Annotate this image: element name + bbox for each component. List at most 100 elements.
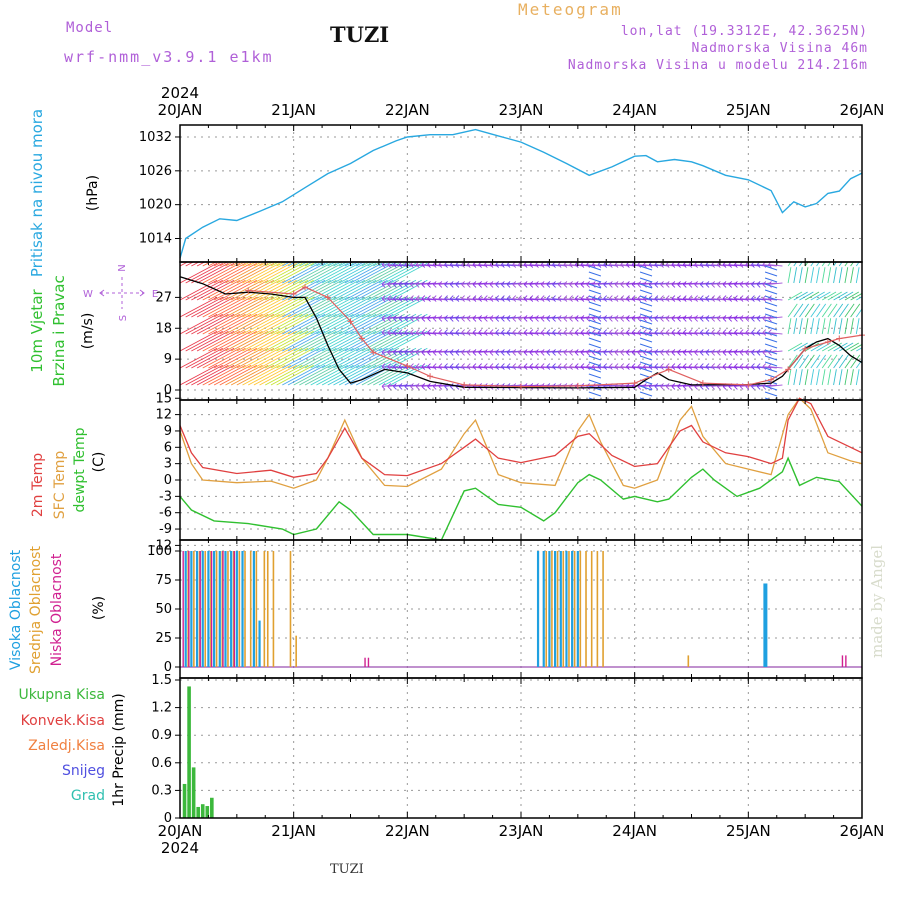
wind-tick-label: 18 xyxy=(155,321,172,336)
wind-barb-tick xyxy=(472,264,477,268)
wind-barb-tick xyxy=(671,329,676,333)
wind-barb xyxy=(799,369,803,386)
wind-barb-tick xyxy=(688,366,693,370)
pressure-tick-label: 1026 xyxy=(139,164,172,179)
wind-barb-tick xyxy=(501,352,505,356)
wind-barb-tick xyxy=(756,349,761,353)
wind-barb xyxy=(804,262,809,267)
wind-barb-tick xyxy=(529,281,534,285)
wind-barb-tick xyxy=(751,386,755,390)
wind-barb-tick xyxy=(535,318,539,322)
wind-barb xyxy=(355,330,394,352)
wind-calm-mark xyxy=(588,307,602,313)
wind-barb xyxy=(208,262,217,267)
wind-barb xyxy=(316,262,354,284)
wind-barb xyxy=(265,313,303,335)
wind-barb-tick xyxy=(506,295,511,299)
cloud-bar xyxy=(195,551,199,667)
wind-barb-tick xyxy=(432,318,437,322)
wind-barb xyxy=(180,262,189,267)
wind-barb xyxy=(821,262,826,267)
lonlat-label: lon,lat (19.3312E, 42.3625N) xyxy=(620,24,868,39)
wind-barb-tick xyxy=(722,284,727,288)
wind-barb-tick xyxy=(671,295,676,299)
wind-barb-tick xyxy=(535,298,539,302)
wind-barb xyxy=(861,367,862,368)
wind-barb-tick xyxy=(472,349,477,353)
wind-barb-tick xyxy=(410,284,414,288)
pressure-tick-label: 1014 xyxy=(139,232,172,247)
wind-barb-tick xyxy=(529,284,534,288)
wind-barb-tick xyxy=(631,281,636,285)
wind-barb xyxy=(344,313,383,335)
precipitation-tick-label: 0 xyxy=(164,811,172,826)
wind-barb-tick xyxy=(705,386,710,390)
wind-barb-tick xyxy=(461,264,465,268)
wind-barb xyxy=(816,303,827,318)
wind-barb xyxy=(844,262,849,267)
wind-barb-tick xyxy=(717,284,721,288)
precipitation-tick-label: 0.3 xyxy=(151,783,172,798)
wind-barb-tick xyxy=(580,284,585,288)
wind-barb-tick xyxy=(563,318,568,322)
wind-barb xyxy=(185,262,223,284)
cloud-bar xyxy=(565,551,568,667)
wind-barb-tick xyxy=(717,315,721,319)
wind-barb xyxy=(327,347,366,369)
wind-barb-tick xyxy=(427,386,431,390)
wind-barb-tick xyxy=(665,281,670,285)
wind-barb-tick xyxy=(455,281,460,285)
wind-barb xyxy=(304,364,343,386)
wind-barb xyxy=(242,279,280,301)
wind-barb xyxy=(213,262,223,267)
wind-barb-tick xyxy=(677,295,681,299)
wind-barb xyxy=(213,279,252,301)
wind-barb-tick xyxy=(631,284,636,288)
wind-barb-tick xyxy=(506,332,511,336)
wind-barb-tick xyxy=(717,295,721,299)
wind-barb-tick xyxy=(461,284,465,288)
wind-barb-tick xyxy=(381,383,386,387)
wind-barb-tick xyxy=(751,318,755,322)
clouds-panel-frame xyxy=(179,539,863,679)
wind-barb-tick xyxy=(546,318,551,322)
wind-barb-tick xyxy=(466,281,471,285)
wind-barb-tick xyxy=(398,329,403,333)
wind-barb-tick xyxy=(745,363,750,367)
model-name: wrf-nmm_v3.9.1 e1km xyxy=(64,48,274,66)
wind-barb xyxy=(821,303,832,318)
wind-barb xyxy=(861,299,862,300)
wind-barb-tick xyxy=(415,329,420,333)
wind-barb xyxy=(333,279,371,301)
frame-layer xyxy=(175,124,863,819)
wind-barb xyxy=(355,364,394,386)
wind-calm-mark xyxy=(764,361,778,367)
wind-barb-tick xyxy=(455,315,460,319)
bottom-date-label: 22JAN xyxy=(385,822,430,840)
wind-barb-tick xyxy=(535,363,539,367)
wind-barb-tick xyxy=(682,366,687,370)
wind-barb xyxy=(838,303,849,318)
wind-barb xyxy=(827,354,838,369)
wind-calm-mark xyxy=(588,265,602,271)
wind-barb xyxy=(787,342,803,352)
wind-barb-tick xyxy=(381,349,386,353)
wind-barb-tick xyxy=(614,329,619,333)
wind-barb-tick xyxy=(455,366,460,370)
wind-barb-tick xyxy=(478,352,482,356)
wind-barb xyxy=(282,347,320,369)
wind-barb xyxy=(804,267,809,284)
wind-barb-tick xyxy=(461,281,465,285)
wind-barb-tick xyxy=(552,264,556,268)
wind-barb-tick xyxy=(535,352,539,356)
wind-barb xyxy=(208,330,246,352)
wind-barb-tick xyxy=(478,318,482,322)
wind-barb xyxy=(259,262,297,284)
wind-barb-tick xyxy=(427,264,431,268)
wind-barb-tick xyxy=(699,318,704,322)
wind-barb xyxy=(384,364,422,386)
wind-calm-mark xyxy=(639,289,653,295)
wind-barb xyxy=(287,330,326,352)
precipitation-panel-frame xyxy=(179,677,863,819)
